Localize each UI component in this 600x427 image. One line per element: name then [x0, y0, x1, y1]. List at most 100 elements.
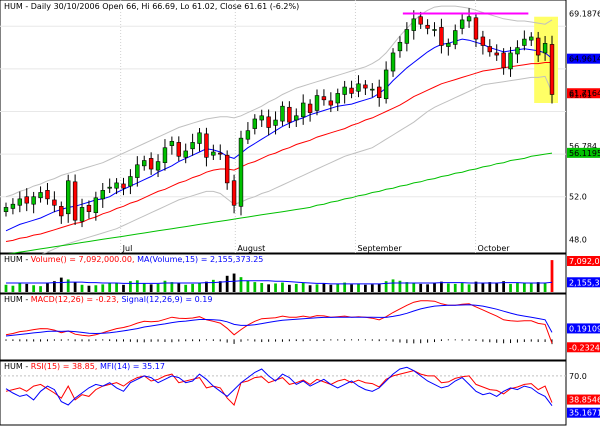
volume-ma-line [6, 280, 553, 285]
candle-body [480, 36, 486, 46]
macd-histogram [5, 339, 553, 345]
candle-body [86, 204, 92, 212]
price-tick-label: 56.1195 [569, 149, 600, 158]
rsi-tag-bg [567, 394, 600, 405]
month-label: Jul [122, 244, 133, 253]
candle-body [155, 161, 161, 171]
volume-ma-polyline [6, 280, 553, 285]
candle-body [287, 106, 292, 123]
volume-axis-label: 7,092,000 [569, 257, 600, 266]
candle-body [66, 180, 71, 215]
volume-tag-bg [567, 256, 600, 266]
candle-body [121, 183, 126, 189]
candle-body [93, 197, 99, 214]
title-symbol: HUM [4, 2, 23, 11]
candle-body [169, 141, 175, 146]
price-panel: HUM - Daily 30/10/2006 Open 66, Hi 66.69… [0, 0, 567, 312]
candle-body [473, 17, 479, 40]
candle-body [128, 176, 133, 187]
candle-body [383, 69, 389, 100]
volume-tag-bg [567, 277, 600, 288]
candle-body [38, 192, 43, 199]
rsi-legend-rsi: RSI(15) = 38.85, [31, 362, 98, 371]
chart-title: HUM - Daily 30/10/2006 Open 66, Hi 66.69… [4, 2, 299, 11]
candle-body [197, 132, 202, 144]
candle-body [453, 30, 458, 45]
candle-body [72, 181, 78, 221]
candle-body [466, 16, 472, 22]
candle-body [162, 147, 168, 163]
volume-legend-symbol: HUM - [4, 255, 31, 264]
volume-legend: HUM - Volume() = 7,092,000.00, MA(Volume… [4, 255, 263, 264]
candle-body [535, 37, 541, 56]
price-tick-label: 61.7164 [569, 89, 600, 98]
volume-bars [4, 260, 554, 292]
candle-body [459, 19, 465, 29]
candle-body [307, 103, 313, 113]
candle-body [204, 133, 209, 158]
price-tick-label: 64.9614 [569, 55, 600, 64]
month-label: August [237, 244, 265, 253]
candle-body [3, 207, 9, 212]
rsi-legend-mfi: MFI(14) = 35.17 [100, 362, 165, 371]
title-open: Open 66 [102, 2, 136, 11]
candle-body [314, 95, 320, 111]
month-gridlines [120, 0, 477, 253]
candle-body [446, 43, 451, 47]
candle-body [259, 115, 264, 121]
candle-body [349, 87, 354, 94]
candle-body [356, 83, 361, 92]
candle-body [176, 142, 181, 157]
candle-body [390, 52, 396, 72]
rsi-polyline [5, 370, 553, 406]
candle-body [190, 142, 195, 150]
candle-body [549, 44, 555, 95]
rsi-axis-label: 70.0 [569, 372, 587, 381]
volume-panel: HUM - Volume() = 7,092,000.00, MA(Volume… [0, 253, 567, 294]
candle-body [135, 164, 140, 178]
candle-body [10, 203, 16, 209]
title-close: Close 61.61 [220, 2, 267, 11]
candle-body [245, 130, 251, 140]
band-lower-line [5, 75, 553, 266]
macd-tag-bg [567, 342, 600, 353]
macd-axis: 0.191095 -0.232494 [567, 323, 600, 353]
macd-lines [5, 300, 553, 344]
macd-legend-signal: Signal(12,26,9) = 0.19 [121, 295, 212, 304]
ma-slow-line [5, 152, 553, 255]
candle-body [148, 158, 154, 170]
price-tick-label: 69.1876 [569, 10, 600, 19]
candle-body [59, 206, 64, 217]
band-upper-line [5, 5, 553, 198]
volume-legend-ma: MA(Volume,15) = 2,155,373.25 [137, 255, 263, 264]
month-label: September [357, 244, 402, 253]
candle-body [183, 150, 188, 158]
rsi-legend: HUM - RSI(15) = 38.85, MFI(14) = 35.17 [4, 362, 165, 371]
candle-body [418, 16, 423, 25]
candle-body [218, 152, 223, 155]
price-tag-bg [567, 147, 600, 158]
candle-body [300, 102, 306, 118]
candle-body [114, 182, 119, 189]
candle-body [321, 96, 327, 101]
candle-body [24, 196, 29, 204]
candle-body [31, 196, 36, 205]
month-labels: Jul August September October [122, 244, 511, 253]
candle-body [342, 86, 347, 95]
macd-axis-label: -0.232494 [569, 343, 600, 352]
rsi-panel-frame [0, 360, 567, 426]
macd-legend-symbol: HUM - [4, 295, 31, 304]
rsi-panel: HUM - RSI(15) = 38.85, MFI(14) = 35.17 [0, 360, 567, 426]
volume-axis: 7,092,000 2,155,373 [567, 256, 600, 288]
price-tick-label: 48.0 [569, 235, 587, 244]
rsi-mfi-lines [5, 366, 553, 406]
title-change: (-6.2%) [270, 2, 299, 11]
price-tick-label: 61.61 [569, 90, 592, 99]
candle-body [494, 52, 499, 56]
macd-legend-macd: MACD(12,26) = -0.23, [31, 295, 119, 304]
macd-polyline [5, 300, 553, 344]
candle-body [335, 93, 340, 104]
ma-mid-line [5, 62, 552, 242]
candle-body [224, 154, 230, 184]
